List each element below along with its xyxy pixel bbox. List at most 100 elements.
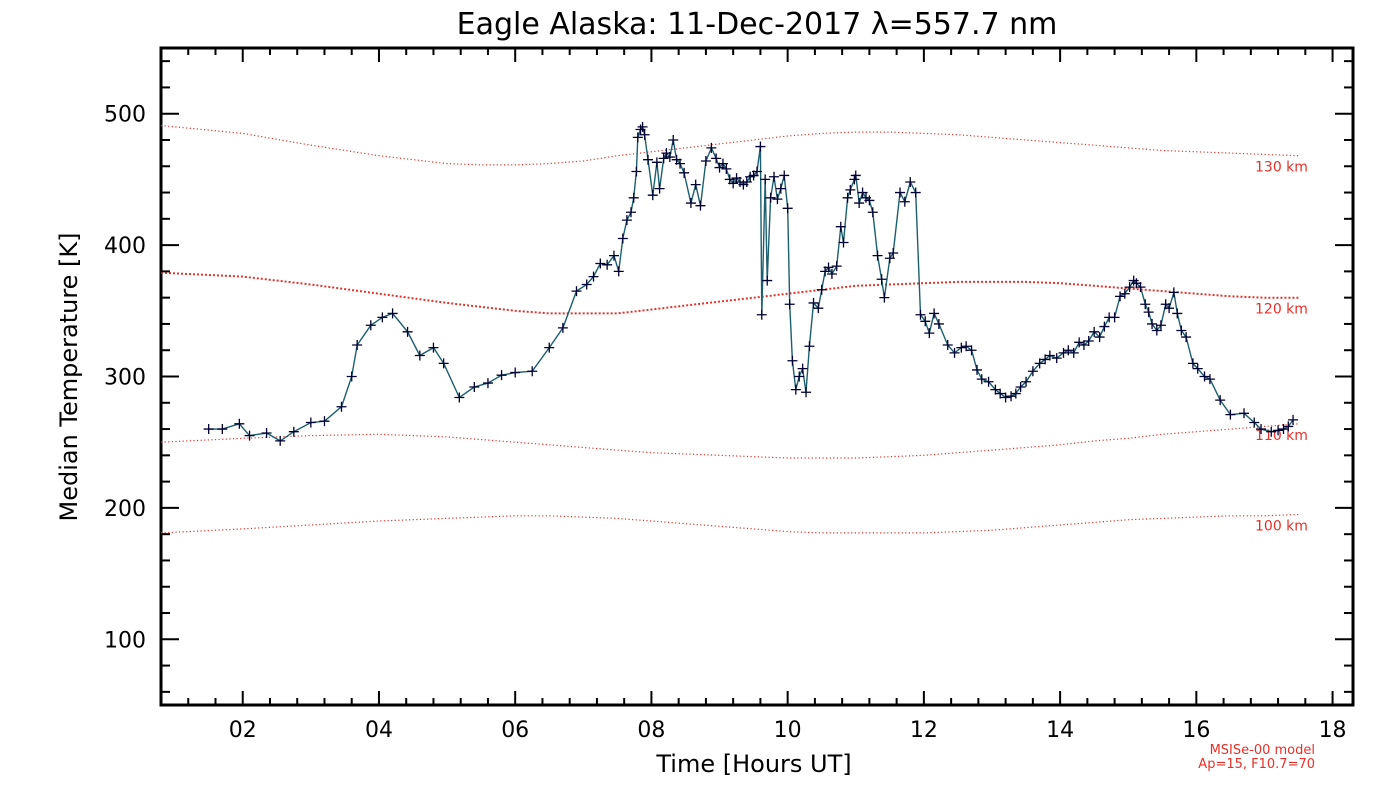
data-point [949,347,960,358]
data-point [469,382,480,393]
data-point [884,253,895,264]
data-point [1172,308,1183,319]
data-point [643,154,654,165]
data-point [801,387,812,398]
data-point [1034,358,1045,369]
data-point [632,132,643,143]
data-point [728,178,739,189]
data-point [595,258,606,269]
data-point [346,371,357,382]
data-point [864,195,875,206]
data-point [244,430,255,441]
data-point [647,190,658,201]
data-point [838,237,849,248]
data-point [1273,425,1284,436]
data-point [414,350,425,361]
x-tick-label: 04 [365,718,393,743]
data-point [637,121,648,132]
data-point [1278,424,1289,435]
data-point [690,179,701,190]
data-point [784,299,795,310]
data-point [496,370,507,381]
data-point [876,274,887,285]
y-tick-label: 500 [104,103,146,128]
data-point [527,366,538,377]
data-point [1124,282,1135,293]
data-point [675,158,686,169]
data-point [762,275,773,286]
data-point [826,269,837,280]
data-point [835,221,846,232]
data-point [879,292,890,303]
data-point [983,376,994,387]
data-point [1288,414,1299,425]
data-point [772,194,783,205]
data-point [402,326,413,337]
data-point [305,417,316,428]
data-point [1168,287,1179,298]
data-point [1181,332,1192,343]
model-curve-label: 120 km [1255,302,1308,318]
data-point [1199,371,1210,382]
data-point [1119,288,1130,299]
data-point [621,215,632,226]
data-point [352,339,363,350]
data-point [1058,347,1069,358]
data-point [1089,326,1100,337]
data-point [365,320,376,331]
data-point [910,187,921,198]
data-point [808,297,819,308]
data-point [1021,376,1032,387]
x-tick-label: 08 [637,718,665,743]
data-point [1225,409,1236,420]
data-point [905,177,916,188]
data-point [1147,318,1158,329]
data-point [639,129,650,140]
x-tick-label: 10 [774,718,802,743]
data-point [755,141,766,152]
data-point [797,363,808,374]
data-point [658,153,669,164]
data-point [217,424,228,435]
data-point [995,388,1006,399]
data-point [976,374,987,385]
data-point [804,341,815,352]
data-point [831,261,842,272]
data-point [867,207,878,218]
model-curve-100-km [160,513,1299,534]
data-point [765,192,776,203]
data-point [1015,382,1026,393]
model-curve-130-km [160,124,1299,166]
data-point [588,271,599,282]
data-point [1063,345,1074,356]
data-point [1155,320,1166,331]
data-point [1000,392,1011,403]
data-point [1115,291,1126,302]
data-point [203,424,214,435]
data-point [602,259,613,270]
data-point [319,416,330,427]
data-point [711,153,722,164]
x-tick-label: 18 [1319,718,1347,743]
data-point [234,418,245,429]
data-point [654,183,665,194]
data-point [775,183,786,194]
data-point [920,316,931,327]
data-point [845,184,856,195]
data-point [813,303,824,314]
data-point [1109,312,1120,323]
data-series [203,121,1299,446]
data-point [288,426,299,437]
data-point [1094,332,1105,343]
data-point [1239,408,1250,419]
chart-title: Eagle Alaska: 11-Dec-2017 λ=557.7 nm [457,7,1058,42]
data-point [1176,325,1187,336]
model-curve-110-km [160,423,1299,459]
data-point [685,198,696,209]
x-tick-label: 16 [1182,718,1210,743]
data-point [454,392,465,403]
data-point [752,166,762,177]
data-point [933,318,944,329]
